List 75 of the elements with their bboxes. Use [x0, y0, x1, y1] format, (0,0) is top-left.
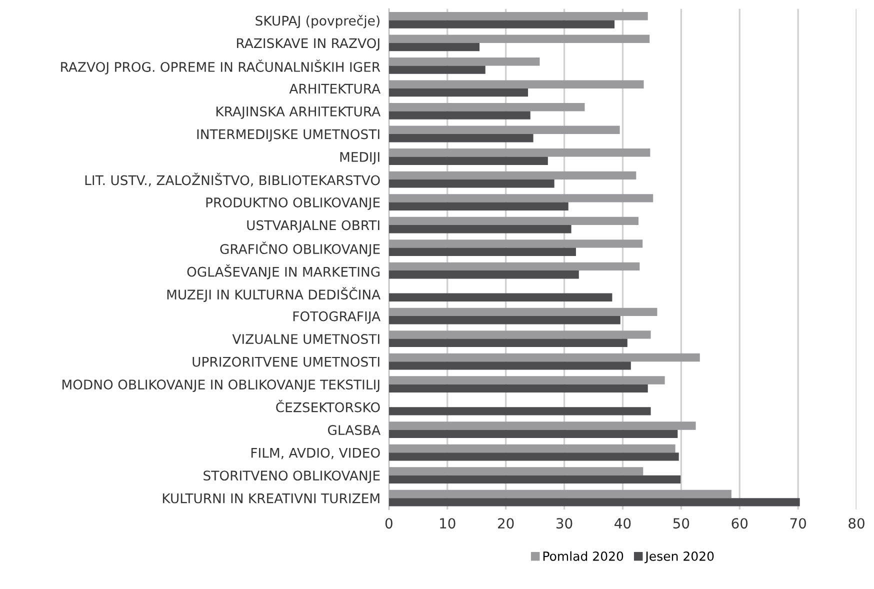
legend-label: Jesen 2020 [644, 551, 714, 564]
y-tick-label: ČEZSEKTORSKO [276, 400, 380, 412]
y-tick-label: MUZEJI IN KULTURNA DEDIŠČINA [167, 287, 380, 302]
bar [388, 58, 540, 66]
y-tick-label: OGLAŠEVANJE IN MARKETING [187, 264, 380, 280]
x-tick-label: 0 [385, 518, 392, 529]
x-tick-label: 60 [732, 518, 748, 529]
y-tick-label: KRAJINSKA ARHITEKTURA [216, 106, 380, 119]
y-tick-label: RAZISKAVE IN RAZVOJ [237, 38, 380, 51]
bar [388, 452, 679, 461]
bar [388, 148, 650, 157]
bar [388, 202, 568, 210]
y-tick-label: STORITVENO OBLIKOVANJE [204, 470, 380, 484]
bar [388, 467, 644, 476]
y-tick-label: MODNO OBLIKOVANJE IN OBLIKOVANJE TEKSTILIJ [62, 380, 380, 392]
x-tick-label: 20 [498, 518, 514, 529]
y-tick-label: UPRIZORITVENE UMETNOSTI [192, 356, 380, 367]
bar [388, 376, 665, 384]
y-tick-label: SKUPAJ (povprečje) [256, 14, 380, 28]
x-tick-label: 50 [673, 518, 690, 529]
bar [388, 80, 644, 88]
bar [388, 422, 696, 430]
bar [388, 88, 528, 97]
bar [388, 430, 678, 438]
y-tick-label: GRAFIČNO OBLIKOVANJE [220, 242, 380, 256]
bar [388, 475, 681, 484]
y-tick-label: PRODUKTNO OBLIKOVANJE [206, 197, 380, 210]
bar [388, 353, 700, 362]
bar [388, 498, 800, 506]
bar [388, 42, 480, 52]
bar [388, 225, 572, 234]
x-tick-label: 30 [556, 518, 572, 529]
bar [388, 216, 639, 226]
bar [388, 248, 576, 256]
bar [388, 362, 631, 370]
y-tick-label: VIZUALNE UMETNOSTI [232, 334, 380, 344]
y-tick-label: RAZVOJ PROG. OPREME IN RAČUNALNIŠKIH IGER [61, 60, 380, 74]
legend-label: Pomlad 2020 [543, 551, 624, 561]
y-tick-label: LIT. USTV., ZALOŽNIŠTVO, BIBLIOTEKARSTVO [85, 172, 380, 187]
x-tick-label: 10 [440, 518, 456, 529]
bar [388, 407, 651, 416]
x-tick-label: 80 [848, 518, 864, 529]
bar [388, 20, 615, 28]
bar [388, 293, 612, 302]
y-tick-label: FOTOGRAFIJA [293, 311, 380, 324]
bar [388, 316, 620, 324]
bar [388, 338, 628, 347]
bar [388, 111, 530, 120]
bar [388, 330, 651, 339]
x-tick-label: 70 [790, 518, 806, 529]
bar [388, 490, 732, 498]
bar [388, 262, 640, 271]
bar [388, 194, 654, 202]
bar [388, 156, 548, 165]
y-tick-label: INTERMEDIJSKE UMETNOSTI [197, 129, 380, 142]
bar [388, 384, 648, 393]
bar [388, 171, 636, 180]
x-tick-label: 40 [614, 518, 631, 529]
bar [388, 12, 648, 20]
y-tick-label: FILM, AVDIO, VIDEO [251, 448, 380, 460]
bar [388, 134, 534, 142]
bar [388, 270, 579, 279]
y-tick-label: MEDIJI [340, 152, 380, 164]
bar [388, 103, 585, 112]
bar [388, 240, 643, 248]
y-tick-label: ARHITEKTURA [289, 84, 380, 94]
bar [388, 34, 650, 43]
bar [388, 66, 486, 74]
bar [388, 180, 554, 188]
y-tick-label: USTVARJALNE OBRTI [247, 220, 380, 233]
y-tick-label: GLASBA [328, 425, 380, 436]
y-tick-label: KULTURNI IN KREATIVNI TURIZEM [162, 494, 380, 504]
bar [388, 126, 620, 134]
bar [388, 308, 658, 316]
bar [388, 444, 676, 453]
